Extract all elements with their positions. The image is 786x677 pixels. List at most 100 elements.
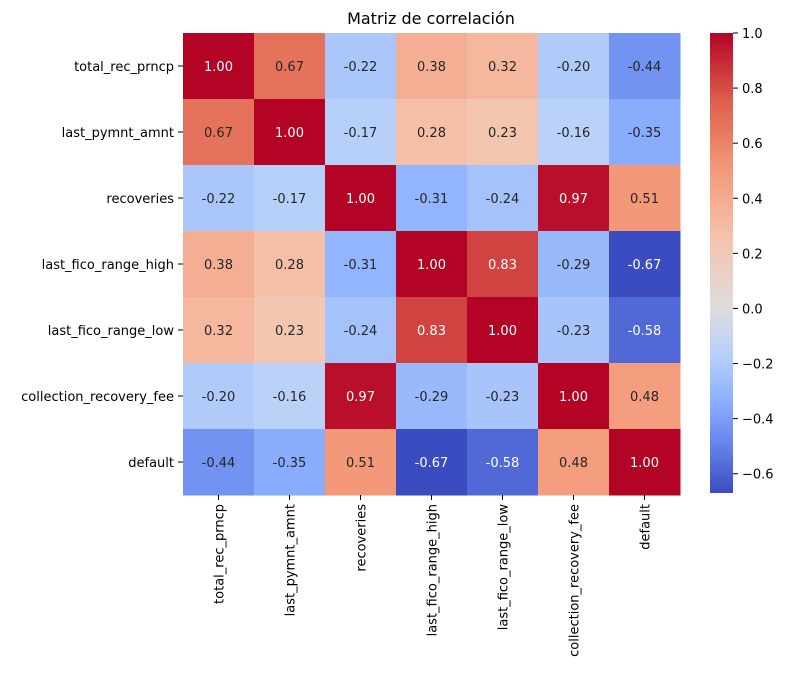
heatmap-cell: [609, 429, 681, 496]
x-axis: total_rec_prncp last_pymnt_amnt recoveries…: [213, 495, 654, 657]
heatmap-cell-value: -0.29: [557, 258, 591, 273]
heatmap-cell: [467, 297, 539, 364]
heatmap-cell: [609, 231, 681, 298]
heatmap-cell: [538, 33, 610, 100]
x-tick-label: last_fico_range_low: [497, 504, 512, 631]
heatmap-cell: [467, 99, 539, 166]
heatmap-cell-value: -0.29: [415, 390, 449, 405]
heatmap-cell: [396, 99, 468, 166]
heatmap-cell-value: -0.58: [628, 324, 662, 339]
heatmap-cell: [325, 363, 397, 430]
colorbar-tick-label: 0.4: [742, 192, 763, 207]
heatmap-cell: [467, 231, 539, 298]
heatmap-cell: [609, 165, 681, 232]
colorbar-tick-label: 0.2: [742, 247, 763, 262]
x-tick-label: default: [639, 504, 654, 550]
heatmap-cell: [396, 231, 468, 298]
heatmap-cell-value: -0.67: [628, 258, 662, 273]
colorbar-tick-label: −0.6: [742, 468, 774, 483]
heatmap-cell: [254, 33, 326, 100]
heatmap-cell: [325, 231, 397, 298]
heatmap-cell: [183, 231, 255, 298]
heatmap-cell-value: -0.24: [344, 324, 378, 339]
heatmap-cell-value: -0.67: [415, 456, 449, 471]
heatmap-cell-value: -0.35: [628, 126, 662, 141]
y-tick-label: recoveries: [106, 192, 174, 207]
heatmap-cell: [183, 363, 255, 430]
heatmap-cell-value: -0.35: [273, 456, 307, 471]
heatmap-cell: [254, 165, 326, 232]
y-tick-label: total_rec_prncp: [74, 60, 174, 75]
heatmap-cell-value: 1.00: [346, 192, 375, 207]
heatmap-cell: [538, 99, 610, 166]
heatmap-cell: [183, 297, 255, 364]
heatmap-cell: [538, 165, 610, 232]
y-axis: total_rec_prncp last_pymnt_amnt recoveries…: [21, 60, 183, 471]
heatmap-cell: [396, 297, 468, 364]
heatmap-cell: [254, 99, 326, 166]
heatmap-cell: [254, 231, 326, 298]
heatmap-cell: [254, 363, 326, 430]
x-tick-label: collection_recovery_fee: [568, 504, 583, 657]
heatmap-cell-value: 0.97: [559, 192, 588, 207]
heatmap-cell-value: 0.51: [346, 456, 375, 471]
heatmap-cell-value: -0.31: [344, 258, 378, 273]
heatmap-cell: [609, 33, 681, 100]
heatmap-cell-value: 0.38: [204, 258, 233, 273]
heatmap-cell: [396, 429, 468, 496]
heatmap-cell-value: 0.67: [204, 126, 233, 141]
heatmap-cell: [538, 231, 610, 298]
heatmap-cell: [254, 297, 326, 364]
heatmap-cell-value: 0.32: [488, 60, 517, 75]
heatmap-cell: [183, 165, 255, 232]
colorbar-tick-label: −0.4: [742, 413, 774, 428]
heatmap-cell-labels: 1.00 0.67 -0.22 0.38 0.32 -0.20 -0.44 0.67 1.00 -…: [202, 60, 662, 471]
y-tick-label: last_pymnt_amnt: [62, 126, 174, 141]
heatmap-cell-value: -0.17: [273, 192, 307, 207]
heatmap-cell: [254, 429, 326, 496]
heatmap-cell-value: 0.97: [346, 390, 375, 405]
heatmap-cell-value: 0.23: [275, 324, 304, 339]
heatmap-cell-value: 0.32: [204, 324, 233, 339]
x-tick-label: last_pymnt_amnt: [284, 504, 299, 616]
colorbar-tick-label: 0.0: [742, 302, 763, 317]
colorbar-tick-label: 0.8: [742, 82, 763, 97]
heatmap-cell: [183, 99, 255, 166]
heatmap-cell: [538, 297, 610, 364]
heatmap-cell-value: 1.00: [204, 60, 233, 75]
heatmap-cell: [538, 429, 610, 496]
colorbar-tick-label: −0.2: [742, 358, 774, 373]
heatmap-cell: [467, 33, 539, 100]
heatmap-cell-value: -0.23: [557, 324, 591, 339]
heatmap-cell-value: 0.38: [417, 60, 446, 75]
heatmap-cell-value: -0.58: [486, 456, 520, 471]
heatmap-cell-value: 0.48: [630, 390, 659, 405]
heatmap-cell: [325, 429, 397, 496]
heatmap-cell: [396, 165, 468, 232]
heatmap-cell-value: 0.51: [630, 192, 659, 207]
heatmap-cell: [609, 297, 681, 364]
heatmap-cell-value: 0.23: [488, 126, 517, 141]
colorbar-tick-label: 1.0: [742, 27, 763, 42]
heatmap-cell-value: 0.67: [275, 60, 304, 75]
heatmap-cell: [183, 33, 255, 100]
x-tick-label: recoveries: [355, 504, 370, 572]
heatmap-cell: [325, 99, 397, 166]
heatmap-cell-value: 1.00: [630, 456, 659, 471]
colorbar: −0.6 −0.4 −0.2 0.0 0.2 0.4 0.6 0.8 1.0: [710, 27, 774, 493]
heatmap-cell-value: 1.00: [559, 390, 588, 405]
heatmap-cell: [609, 99, 681, 166]
heatmap-cell-value: 0.83: [417, 324, 446, 339]
heatmap-cell-value: 1.00: [488, 324, 517, 339]
heatmap-cell-value: -0.31: [415, 192, 449, 207]
heatmap-cell-value: -0.22: [344, 60, 378, 75]
colorbar-gradient: [710, 33, 733, 493]
heatmap-cell-value: -0.44: [628, 60, 662, 75]
heatmap-cell: [183, 429, 255, 496]
heatmap-cell-value: -0.22: [202, 192, 236, 207]
chart-title: Matriz de correlación: [347, 9, 515, 28]
x-tick-label: last_fico_range_high: [426, 504, 441, 636]
heatmap-cell: [467, 363, 539, 430]
y-tick-label: last_fico_range_low: [48, 324, 175, 339]
